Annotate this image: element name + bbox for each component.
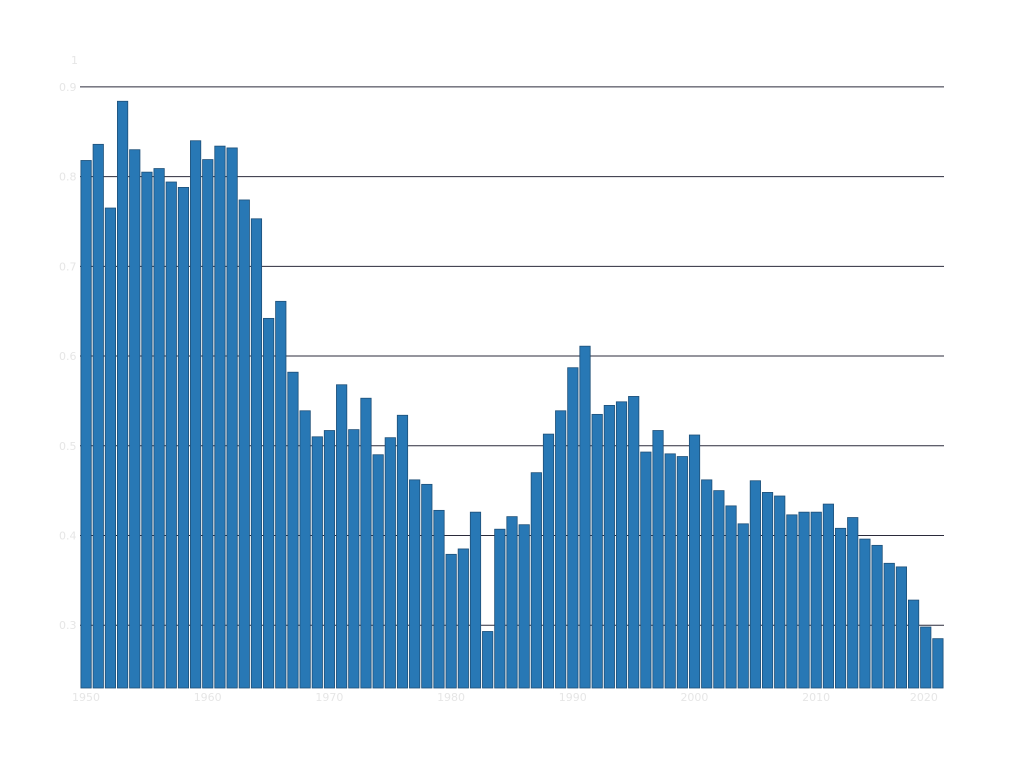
bar-1958 [177,186,190,689]
bar-2017 [895,566,907,689]
bar-2019 [920,626,932,689]
y-top-label: 1 [71,54,78,67]
bar-2018 [907,599,920,689]
bar-1981 [457,548,469,689]
bar-2000 [688,434,701,689]
bar-1964 [250,218,263,689]
bar-2003 [725,505,737,689]
bar-1975 [384,437,396,689]
bar-2002 [713,490,725,689]
bar-1990 [567,367,579,689]
bar-1988 [542,433,555,689]
bar-1982 [469,511,482,689]
x-tick-label: 1980 [437,691,465,704]
bar-1996 [640,451,652,689]
bar-1991 [579,345,591,689]
bar-1966 [275,300,287,689]
y-tick-label: 0.9 [59,81,77,94]
bar-2004 [737,523,749,689]
bar-1984 [494,528,506,689]
bars [80,100,944,689]
x-tick-label: 1970 [315,691,343,704]
bar-2008 [786,514,798,689]
y-tick-label: 0.5 [59,440,77,453]
x-tick-label: 1950 [72,691,100,704]
bar-1960 [202,159,214,689]
bar-1997 [652,430,664,689]
bar-2005 [749,480,761,689]
bar-1999 [676,456,688,689]
bar-1956 [153,168,165,689]
bar-2015 [871,544,883,689]
bar-1973 [360,397,372,689]
bar-1978 [421,483,433,689]
x-tick-label: 2010 [802,691,830,704]
bar-1998 [664,453,676,689]
bar-1957 [165,181,177,689]
x-tick-labels: 1950 1960 1970 1980 1990 2000 2010 2020 [72,691,938,704]
bar-1972 [348,429,360,689]
bar-1959 [190,140,202,689]
bar-2020 [932,638,944,689]
x-tick-label: 1990 [559,691,587,704]
bar-2006 [761,492,774,689]
bar-1989 [555,410,567,689]
bar-2011 [822,503,834,689]
bar-1969 [311,436,323,689]
bar-1987 [530,472,542,689]
bar-2007 [774,495,786,689]
bar-1979 [433,509,445,689]
bar-1968 [299,410,311,689]
bar-2013 [847,517,859,689]
bar-1955 [141,171,153,689]
bar-1954 [129,149,141,689]
bar-1953 [117,100,129,689]
y-tick-label: 0.3 [59,619,77,632]
bar-2010 [810,511,822,689]
y-tick-label: 0.4 [59,529,77,542]
x-tick-label: 2000 [680,691,708,704]
bar-2009 [798,511,810,689]
bar-1992 [591,413,603,689]
bar-1951 [92,143,104,689]
bar-1961 [214,145,226,689]
bar-1976 [396,414,409,689]
bar-1967 [287,371,299,689]
bar-1963 [238,199,250,689]
y-tick-label: 0.8 [59,171,77,184]
bar-1995 [628,396,640,689]
bar-1962 [226,147,238,689]
x-tick-label: 1960 [194,691,222,704]
bar-2012 [834,527,847,689]
bar-1986 [518,524,530,689]
bar-1993 [603,404,615,689]
bar-1970 [323,430,336,689]
y-tick-labels: 0.3 0.4 0.5 0.6 0.7 0.8 0.9 [59,81,77,632]
bar-1974 [372,454,384,689]
bar-1971 [336,384,348,689]
bar-1985 [506,516,518,689]
y-tick-label: 0.6 [59,350,77,363]
bar-1994 [615,401,628,689]
y-tick-label: 0.7 [59,260,77,273]
bar-1952 [104,207,117,689]
bar-1977 [409,479,421,689]
bar-1950 [80,160,92,689]
bar-2016 [883,562,895,689]
bar-1983 [482,631,494,689]
x-tick-label: 2020 [910,691,938,704]
bar-2001 [701,479,713,689]
bar-1980 [445,553,457,689]
bar-1965 [263,317,275,689]
bar-2014 [859,538,871,689]
